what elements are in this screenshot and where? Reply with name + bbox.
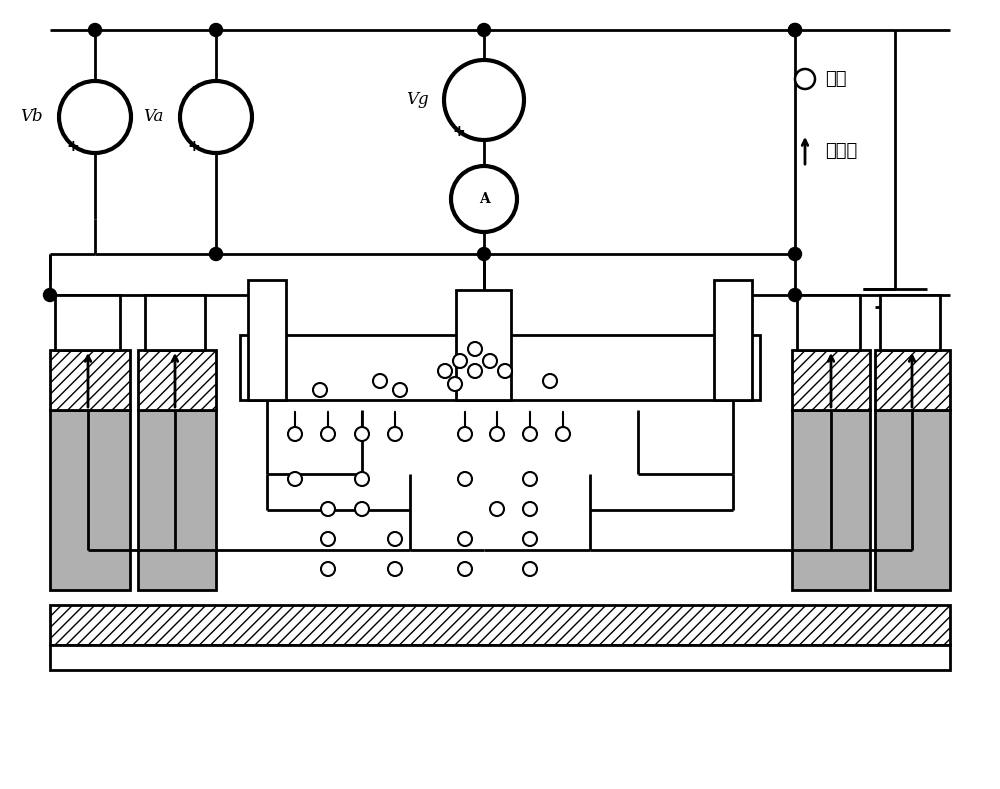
Text: +: + [453,125,465,140]
Circle shape [288,472,302,486]
Circle shape [458,532,472,546]
Circle shape [490,427,504,441]
Bar [50,410,130,590]
Circle shape [373,374,387,388]
Circle shape [543,374,557,388]
Circle shape [88,24,102,36]
Text: Va: Va [144,109,164,125]
Circle shape [448,377,462,391]
Circle shape [393,383,407,397]
Circle shape [355,502,369,516]
Circle shape [523,427,537,441]
Text: -: - [70,80,76,95]
Bar [240,335,760,400]
Circle shape [388,562,402,576]
Bar [792,410,870,590]
Circle shape [313,383,327,397]
Circle shape [44,289,56,301]
Bar [55,295,120,350]
Bar [792,350,870,410]
Bar [456,290,511,400]
Circle shape [523,562,537,576]
Circle shape [788,24,802,36]
Circle shape [321,502,335,516]
Text: +: + [188,140,200,155]
Text: +: + [67,140,79,155]
Bar [50,645,950,670]
Bar [138,350,216,410]
Text: 电子: 电子 [825,70,846,88]
Text: Vg: Vg [406,92,429,109]
Circle shape [59,81,131,153]
Circle shape [458,562,472,576]
Bar [138,410,216,590]
Circle shape [321,532,335,546]
Bar [145,295,205,350]
Circle shape [795,69,815,89]
Circle shape [288,427,302,441]
Text: 电场线: 电场线 [825,142,857,160]
Circle shape [788,289,802,301]
Circle shape [355,472,369,486]
Bar [797,295,860,350]
Bar [248,280,286,400]
Text: Vb: Vb [20,109,43,125]
Circle shape [788,24,802,36]
Circle shape [180,81,252,153]
Circle shape [210,24,222,36]
Circle shape [523,472,537,486]
Circle shape [458,427,472,441]
Circle shape [321,562,335,576]
Text: -: - [456,61,462,76]
Circle shape [458,472,472,486]
Bar [50,605,950,645]
Circle shape [788,248,802,260]
Circle shape [451,166,517,232]
Bar [875,350,950,410]
Circle shape [478,24,490,36]
Circle shape [438,364,452,378]
Circle shape [468,342,482,356]
Circle shape [388,427,402,441]
Circle shape [453,354,467,368]
Text: A: A [479,192,489,206]
Circle shape [444,60,524,140]
Circle shape [388,532,402,546]
Circle shape [490,502,504,516]
Bar [875,410,950,590]
Circle shape [523,532,537,546]
Circle shape [355,427,369,441]
Bar [714,280,752,400]
Circle shape [498,364,512,378]
Circle shape [483,354,497,368]
Circle shape [210,248,222,260]
Circle shape [468,364,482,378]
Circle shape [523,502,537,516]
Circle shape [556,427,570,441]
Text: -: - [191,80,197,95]
Circle shape [321,427,335,441]
Bar [880,295,940,350]
Circle shape [478,248,490,260]
Bar [50,350,130,410]
